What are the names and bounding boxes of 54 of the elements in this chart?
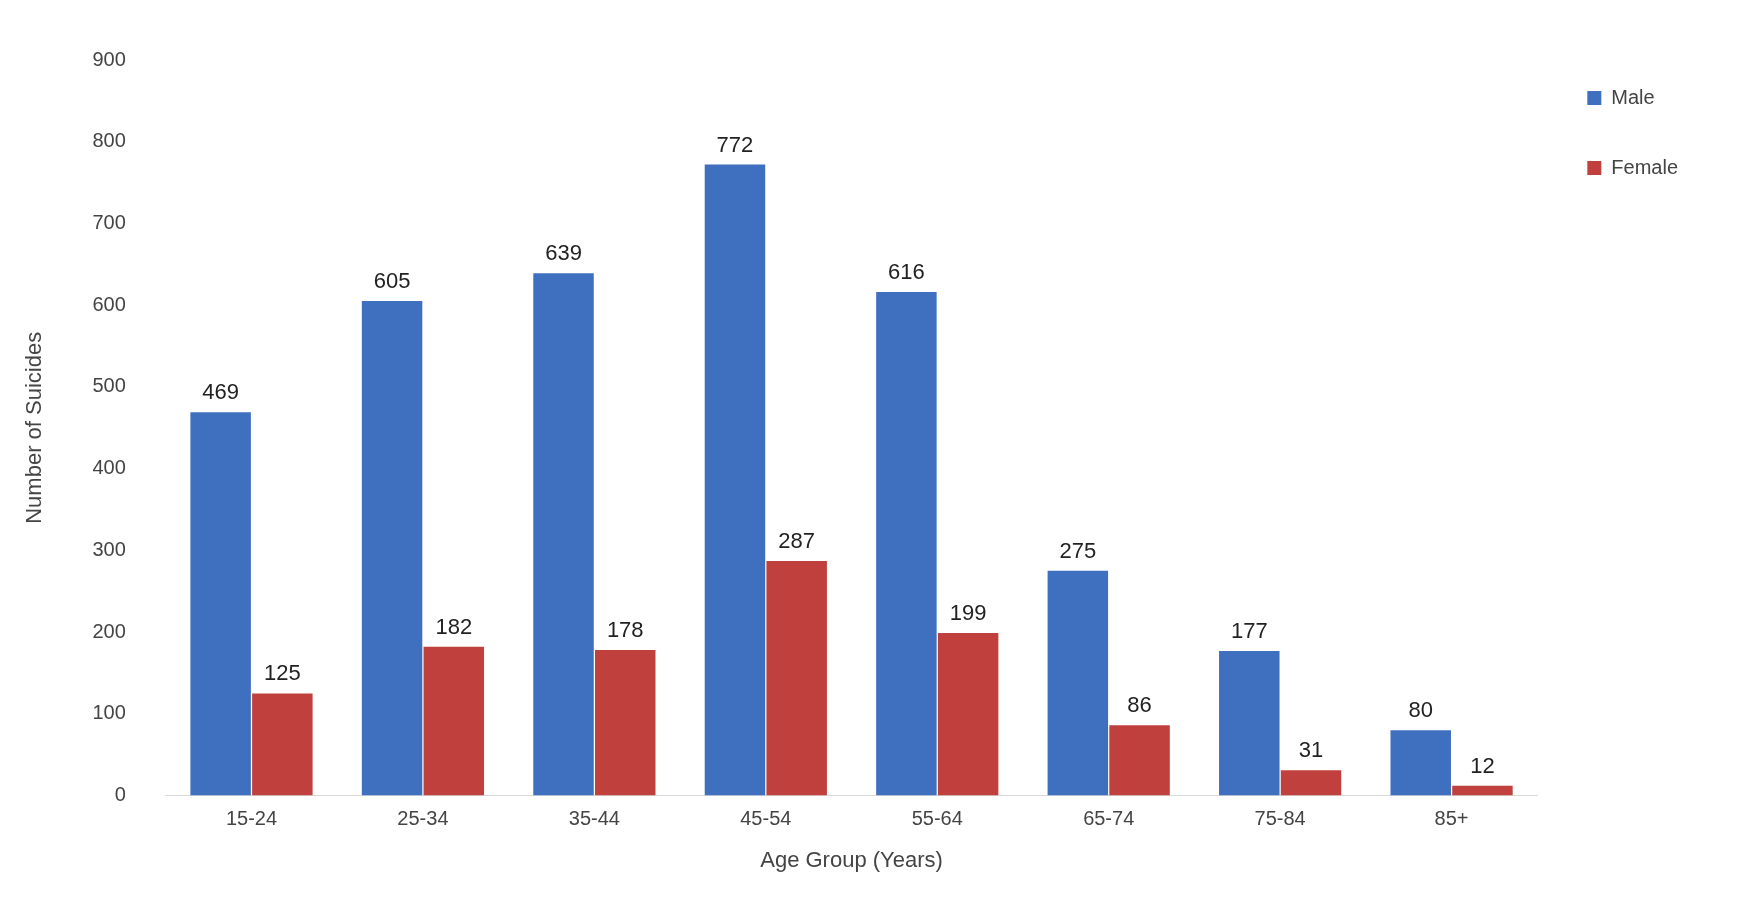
- data-label: 178: [606, 617, 644, 643]
- y-tick-label: 500: [92, 374, 126, 397]
- bar: [937, 632, 999, 796]
- data-label: 177: [1230, 617, 1268, 643]
- y-tick-label: 900: [92, 47, 126, 70]
- data-label: 275: [1059, 537, 1097, 563]
- data-label: 199: [949, 600, 987, 626]
- bar: [594, 650, 656, 796]
- bar: [1390, 730, 1451, 796]
- data-label: 639: [545, 240, 582, 266]
- y-tick-label: 100: [92, 701, 126, 724]
- y-axis-title: Number of Suicides: [21, 331, 47, 524]
- y-tick-label: 300: [92, 537, 126, 560]
- x-tick-label: 35-44: [568, 807, 620, 830]
- y-tick-label: 600: [92, 292, 126, 315]
- bar: [190, 412, 251, 796]
- data-label: 469: [202, 379, 239, 405]
- data-label: 772: [716, 131, 754, 157]
- y-tick-label: 400: [92, 456, 126, 479]
- legend-label: Male: [1611, 85, 1655, 108]
- bar: [1219, 650, 1280, 796]
- legend-label: Female: [1611, 155, 1679, 178]
- bar: [361, 301, 423, 796]
- data-label: 80: [1408, 697, 1433, 723]
- bar: [423, 646, 485, 796]
- bar: [1280, 770, 1342, 796]
- x-tick-label: 15-24: [225, 807, 278, 830]
- x-tick-label: 75-84: [1254, 807, 1306, 830]
- x-tick-label: 55-64: [911, 807, 963, 830]
- x-tick-label: 45-54: [740, 807, 792, 830]
- data-label: 616: [888, 259, 925, 285]
- bar: [533, 273, 594, 796]
- data-label: 605: [373, 268, 411, 294]
- bar: [252, 693, 313, 796]
- bar: [1047, 570, 1109, 796]
- x-tick-label: 65-74: [1083, 807, 1135, 830]
- bar: [1109, 725, 1170, 796]
- x-tick-label: 25-34: [397, 807, 449, 830]
- y-tick-label: 200: [92, 619, 126, 642]
- bar: [766, 561, 827, 796]
- data-label: 31: [1298, 737, 1324, 763]
- data-label: 125: [263, 660, 301, 686]
- x-tick-label: 85+: [1434, 807, 1469, 830]
- data-label: 182: [435, 613, 473, 639]
- bar: [876, 292, 937, 796]
- y-tick-label: 700: [92, 210, 126, 233]
- x-axis-title: Age Group (Years): [760, 846, 943, 872]
- data-label: 12: [1470, 752, 1495, 778]
- bar: [704, 164, 766, 796]
- y-tick-label: 0: [114, 783, 126, 806]
- data-label: 287: [778, 528, 816, 554]
- bar: [1452, 785, 1513, 796]
- y-tick-label: 800: [92, 129, 126, 152]
- data-label: 86: [1127, 692, 1152, 718]
